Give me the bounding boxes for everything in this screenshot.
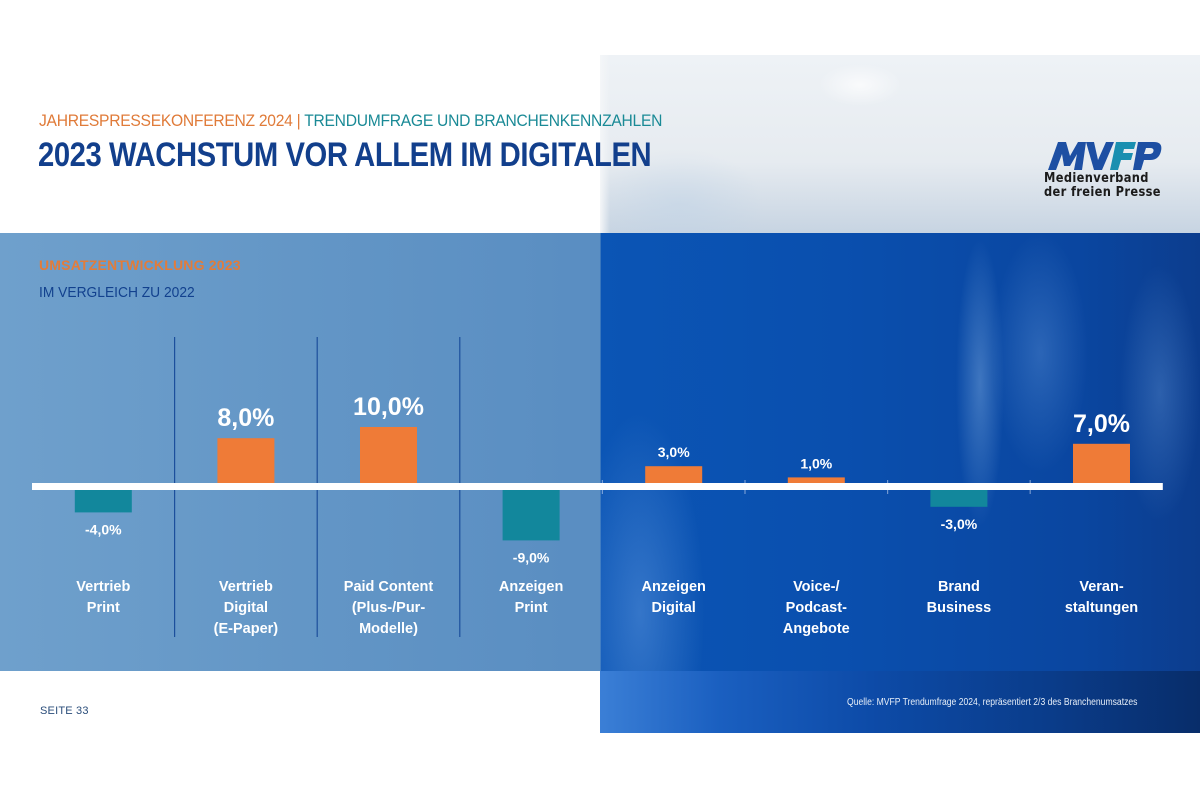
header-kicker: JAHRESPRESSEKONFERENZ 2024 | TRENDUMFRAG… — [39, 111, 662, 131]
category-label-5: Anzeigen — [641, 579, 705, 595]
logo-name-line1: Medienverband — [1044, 171, 1149, 186]
category-label-4: Anzeigen — [499, 579, 563, 595]
chart-title: UMSATZENTWICKLUNG 2023 — [39, 257, 241, 273]
source-note: Quelle: MVFP Trendumfrage 2024, repräsen… — [847, 697, 1138, 708]
bar-5 — [645, 466, 703, 483]
category-label-6: Angebote — [783, 621, 850, 637]
bar-8 — [1073, 443, 1130, 483]
category-label-1: Vertrieb — [76, 579, 130, 595]
kicker-separator: | — [292, 111, 305, 130]
category-label-1: Print — [87, 600, 120, 616]
category-label-4: Print — [515, 600, 548, 616]
category-label-2: (E-Paper) — [214, 621, 279, 637]
category-label-8: Veran- — [1079, 579, 1123, 595]
bar-4 — [502, 490, 560, 541]
category-label-8: staltungen — [1065, 600, 1138, 616]
data-label-1: -4,0% — [85, 521, 122, 537]
category-label-5: Digital — [652, 600, 696, 616]
zero-baseline — [32, 483, 1163, 490]
category-label-6: Voice-/ — [793, 579, 839, 595]
category-label-3: Paid Content — [344, 579, 434, 595]
bar-7 — [930, 490, 988, 507]
category-label-7: Business — [927, 600, 991, 616]
category-label-3: Modelle) — [359, 621, 418, 637]
bar-6 — [787, 477, 845, 483]
bar-3 — [360, 427, 417, 483]
data-label-6: 1,0% — [800, 455, 832, 471]
bar-1 — [74, 490, 132, 513]
chart-subtitle: IM VERGLEICH ZU 2022 — [39, 284, 195, 301]
category-label-6: Podcast- — [786, 600, 847, 616]
category-label-7: Brand — [938, 579, 980, 595]
data-label-3: 10,0% — [353, 393, 424, 421]
page-title: 2023 WACHSTUM VOR ALLEM IM DIGITALEN — [38, 136, 652, 174]
page-number: SEITE 33 — [40, 705, 89, 717]
category-label-2: Digital — [224, 600, 268, 616]
category-label-2: Vertrieb — [219, 579, 273, 595]
logo-name-line2: der freien Presse — [1044, 185, 1161, 200]
category-label-3: (Plus-/Pur- — [352, 600, 425, 616]
mvfp-logo: Medienverband der freien Presse — [1044, 138, 1174, 200]
header-background-photo — [600, 55, 1200, 233]
chart-panel — [0, 233, 1200, 671]
kicker-event: JAHRESPRESSEKONFERENZ 2024 — [39, 111, 293, 130]
bar-2 — [217, 438, 275, 483]
data-label-4: -9,0% — [513, 549, 550, 565]
data-label-8: 7,0% — [1073, 410, 1130, 438]
source-strip — [600, 671, 1200, 733]
data-label-5: 3,0% — [658, 444, 690, 460]
data-label-7: -3,0% — [941, 516, 978, 532]
mvfp-logo-mark-icon — [1048, 142, 1162, 170]
data-label-2: 8,0% — [217, 404, 274, 432]
kicker-topic: TRENDUMFRAGE UND BRANCHENKENNZAHLEN — [304, 111, 663, 130]
